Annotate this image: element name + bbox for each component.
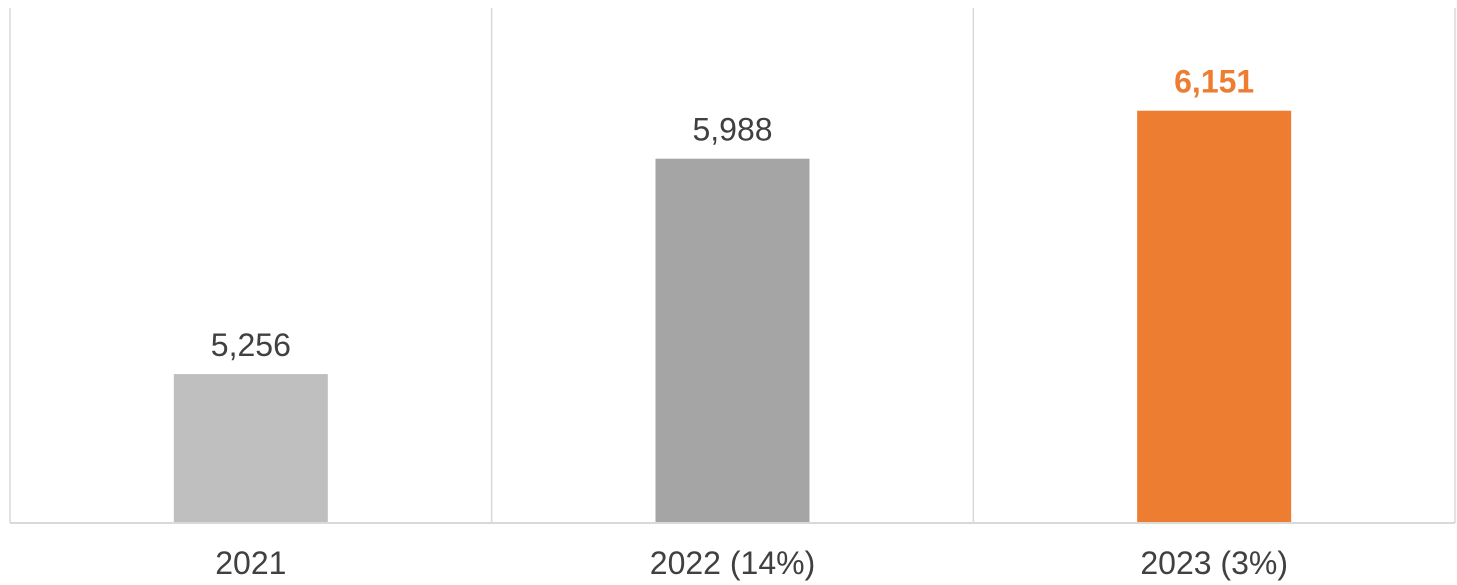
- x-tick-label-2022: 2022 (14%): [650, 545, 815, 581]
- data-labels-group: 5,256 5,988 6,151: [211, 64, 1254, 363]
- data-label-2023: 6,151: [1174, 64, 1254, 100]
- bars-group: [173, 110, 1292, 523]
- x-tick-label-2021: 2021: [215, 545, 286, 581]
- data-label-2021: 5,256: [211, 327, 291, 363]
- category-separators: [9, 8, 1456, 523]
- bar-2022: [655, 158, 810, 523]
- data-label-2022: 5,988: [692, 112, 772, 148]
- x-tick-labels-group: 2021 2022 (14%) 2023 (3%): [215, 545, 1288, 581]
- x-tick-label-2023: 2023 (3%): [1140, 545, 1288, 581]
- bar-2023: [1137, 110, 1292, 523]
- bar-2021: [173, 374, 328, 523]
